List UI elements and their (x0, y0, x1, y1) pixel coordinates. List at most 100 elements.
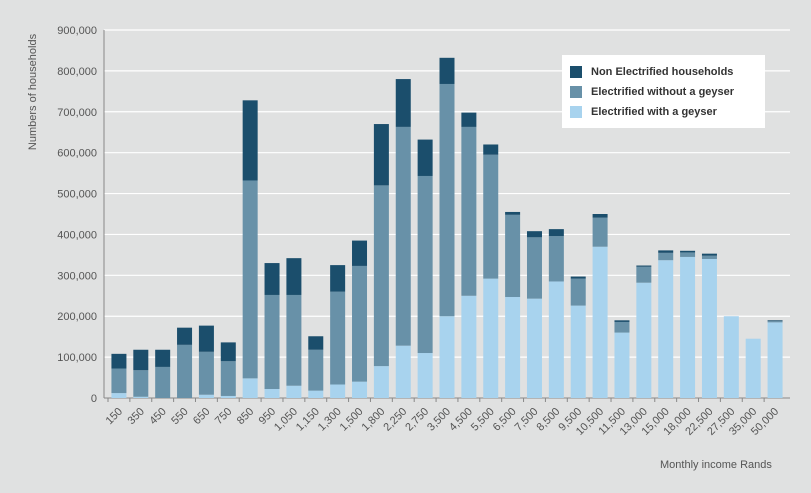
bar-segment (111, 393, 127, 398)
x-tick-label: 4,500 (447, 406, 475, 434)
legend-label: Non Electrified households (591, 66, 734, 78)
bar-segment (198, 351, 214, 395)
bar-segment (220, 342, 236, 362)
bar-segment (483, 144, 499, 155)
bar-segment (133, 370, 149, 397)
x-tick-label: 750 (213, 406, 234, 427)
bar-segment (220, 395, 236, 398)
bar-segment (592, 217, 608, 247)
legend-swatch (570, 86, 582, 98)
bar-segment (548, 281, 564, 398)
bar-segment (592, 214, 608, 218)
bar-segment (286, 385, 302, 398)
bar-segment (264, 294, 280, 390)
x-tick-label: 3,500 (425, 406, 453, 434)
bar-segment (308, 336, 324, 350)
bar-segment (570, 276, 586, 279)
bar-segment (352, 381, 368, 398)
x-tick-label: 1,300 (316, 406, 344, 434)
legend-label: Electrified without a geyser (591, 86, 735, 98)
y-tick-label: 800,000 (57, 66, 97, 78)
bar-segment (548, 236, 564, 282)
bar-segment (658, 250, 674, 253)
bar-segment (395, 79, 411, 127)
bar-segment (111, 368, 127, 394)
bar-segment (658, 260, 674, 398)
bar-segment (352, 240, 368, 266)
bar-segment (636, 265, 652, 267)
bar-segment (701, 258, 717, 398)
bar-segment (636, 266, 652, 283)
bar-segment (745, 338, 761, 398)
y-tick-label: 200,000 (57, 311, 97, 323)
bar-segment (439, 57, 455, 84)
bar-segment (417, 353, 433, 398)
bar-segment (242, 378, 258, 398)
bar-segment (767, 320, 783, 322)
bar-segment (373, 366, 389, 398)
bar-segment (461, 126, 477, 296)
bar-segment (461, 112, 477, 127)
bar-segment (198, 394, 214, 398)
bar-segment (198, 325, 214, 352)
bar-segment (614, 332, 630, 398)
bar-segment (133, 396, 149, 398)
bar-segment (701, 255, 717, 259)
y-tick-label: 400,000 (57, 229, 97, 241)
bar-segment (373, 124, 389, 186)
y-tick-label: 0 (91, 393, 97, 405)
bar-segment (680, 252, 696, 257)
bar-segment (264, 263, 280, 295)
bar-segment (286, 258, 302, 295)
bar-segment (680, 256, 696, 398)
bar-segment (461, 295, 477, 398)
legend: Non Electrified households Electrified w… (562, 55, 765, 128)
x-tick-label: 850 (235, 406, 256, 427)
bar-segment (483, 154, 499, 279)
bar-segment (330, 291, 346, 385)
x-tick-label: 1,150 (294, 406, 322, 434)
bar-segment (505, 211, 521, 215)
bar-segment (242, 180, 258, 379)
bar-segment (701, 253, 717, 256)
x-tick-label: 6,500 (491, 406, 519, 434)
bar-segment (548, 229, 564, 237)
bar-segment (417, 139, 433, 176)
bar-segment (636, 282, 652, 398)
bar-segment (723, 316, 739, 398)
bar-segment (505, 214, 521, 298)
bar-segment (614, 320, 630, 322)
bar-segment (680, 250, 696, 253)
x-tick-label: 2,750 (403, 406, 431, 434)
x-axis-title: Monthly income Rands (660, 459, 772, 471)
bar-segment (439, 316, 455, 398)
bar-segment (570, 278, 586, 306)
y-tick-label: 100,000 (57, 352, 97, 364)
bar-segment (242, 100, 258, 181)
bar-segment (177, 344, 193, 398)
x-tick-label: 1,050 (272, 406, 300, 434)
bar-segment (417, 175, 433, 354)
bar-segment (505, 297, 521, 398)
legend-label: Electrified with a geyser (591, 106, 717, 118)
bar-segment (133, 349, 149, 371)
bar-segment (614, 321, 630, 333)
x-tick-label: 550 (169, 406, 190, 427)
bar-segment (352, 265, 368, 382)
bar-segment (330, 384, 346, 398)
bar-segment (220, 361, 236, 396)
y-tick-label: 600,000 (57, 148, 97, 160)
legend-item-with-geyser: Electrified with a geyser (570, 102, 757, 122)
x-tick-label: 7,500 (513, 406, 541, 434)
bar-segment (177, 327, 193, 345)
y-tick-label: 500,000 (57, 189, 97, 201)
bar-segment (526, 298, 542, 398)
bar-segment (111, 353, 127, 369)
bar-segment (526, 237, 542, 299)
bar-segment (330, 265, 346, 292)
x-tick-label: 450 (147, 406, 168, 427)
bar-segment (658, 252, 674, 261)
y-tick-label: 900,000 (57, 25, 97, 37)
